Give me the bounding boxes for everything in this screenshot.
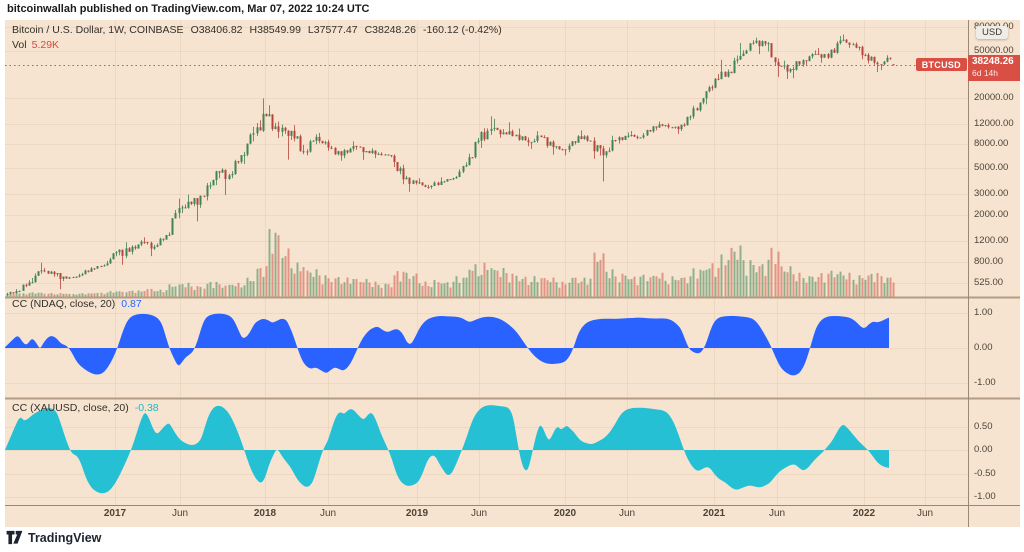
xauusd-correlation-area — [5, 405, 889, 494]
volume-bars-up — [6, 229, 889, 297]
tradingview-wordmark: TradingView — [28, 530, 102, 545]
attribution-text: bitcoinwallah published on TradingView.c… — [7, 3, 370, 15]
tradingview-logo[interactable]: TradingView — [6, 530, 101, 545]
ndaq-correlation-area — [5, 313, 889, 376]
volume-bars-down — [12, 235, 895, 297]
tradingview-mark-icon — [6, 530, 23, 545]
